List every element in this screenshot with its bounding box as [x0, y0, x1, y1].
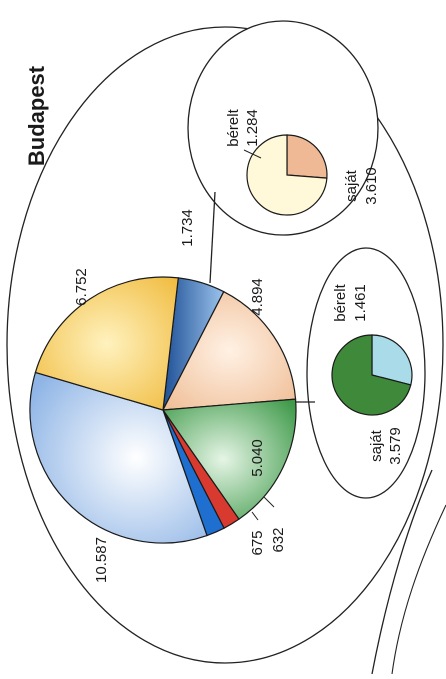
slice-label-4894: 4.894	[249, 278, 266, 316]
main-slice-10587-5	[29, 371, 208, 544]
right-boundary-curve	[371, 469, 433, 675]
main-pie	[29, 276, 297, 544]
right-boundary-curve-2	[391, 504, 446, 675]
slice-label-5040: 5.040	[249, 439, 266, 477]
main-slice-5040-2	[161, 398, 297, 521]
sub1-sajat-value: 3.610	[363, 167, 380, 205]
leader-675	[251, 511, 259, 521]
slice-label-632: 632	[270, 527, 287, 552]
slice-label-1734: 1.734	[179, 209, 196, 247]
connector-upper	[209, 191, 216, 284]
upper-subchart-outline	[187, 20, 379, 236]
sub2-slice-saját-1	[331, 334, 412, 416]
upper-sub-pie	[246, 134, 328, 216]
sub2-slice-bérelt-0	[371, 334, 413, 386]
sub1-sajat-label: saját	[343, 169, 360, 202]
sub2-berelt-label: bérelt	[332, 283, 349, 321]
sub1-slice-saját-1	[246, 134, 328, 216]
main-slice-4894-1	[161, 290, 297, 411]
sub1-berelt-value: 1.284	[244, 109, 261, 147]
chart-title: Budapest	[24, 65, 49, 166]
sub2-sajat-value: 3.579	[387, 427, 404, 465]
sub2-berelt-value: 1.461	[352, 284, 369, 322]
sub2-sajat-label: saját	[368, 429, 385, 462]
lower-sub-pie	[331, 334, 413, 416]
main-slice-6752-6	[34, 276, 179, 411]
leader-632	[263, 496, 275, 508]
budapest-region-outline	[6, 26, 444, 664]
sub1-berelt-label: bérelt	[225, 108, 242, 146]
slice-label-6752: 6.752	[73, 268, 90, 306]
leader-sub1-berelt	[243, 149, 262, 159]
sub1-slice-bérelt-0	[286, 134, 328, 179]
slice-label-10587: 10.587	[93, 537, 110, 583]
slice-label-675: 675	[249, 530, 266, 555]
